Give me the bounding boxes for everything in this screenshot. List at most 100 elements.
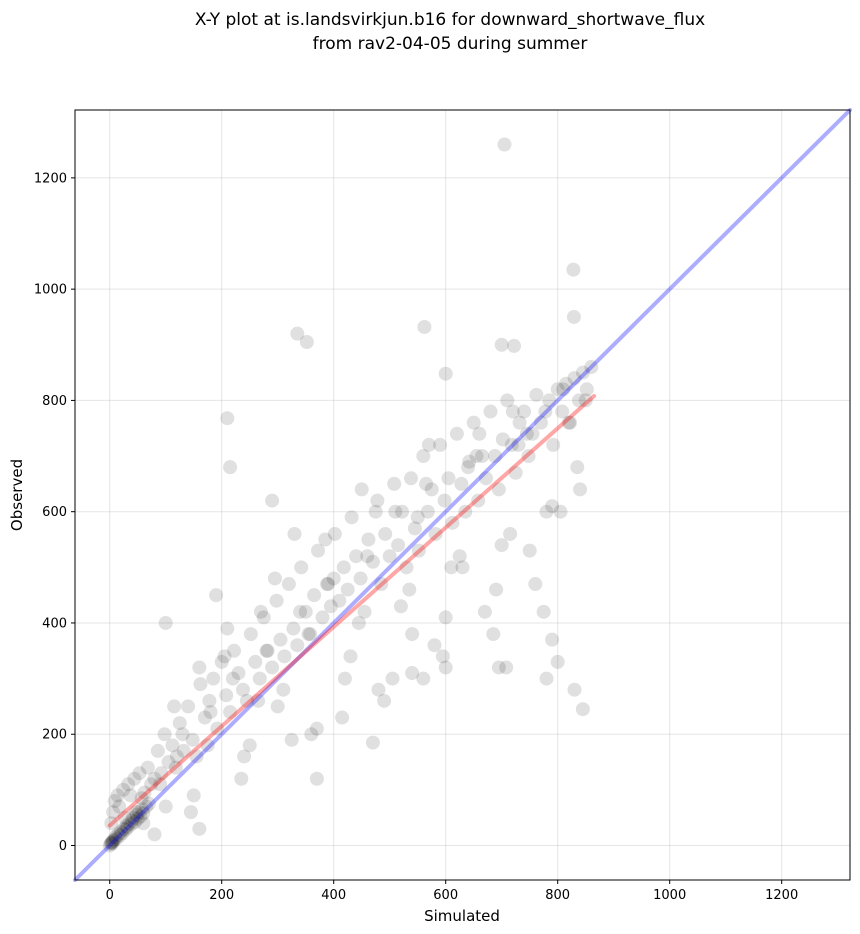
- scatter-point: [566, 309, 581, 324]
- x-tick-label: 800: [545, 888, 570, 903]
- scatter-point: [403, 471, 418, 486]
- scatter-point: [424, 482, 439, 497]
- scatter-point: [209, 588, 224, 603]
- scatter-point: [111, 827, 126, 842]
- scatter-point: [391, 538, 406, 553]
- scatter-point: [259, 643, 274, 658]
- scatter-point: [158, 799, 173, 814]
- scatter-point: [559, 376, 574, 391]
- scatter-point: [507, 338, 522, 353]
- scatter-point: [121, 777, 136, 792]
- scatter-point: [461, 460, 476, 475]
- scatter-point: [231, 666, 246, 681]
- scatter-point: [140, 760, 155, 775]
- scatter-point: [181, 699, 196, 714]
- scatter-point: [176, 743, 191, 758]
- scatter-point: [550, 654, 565, 669]
- scatter-point: [189, 749, 204, 764]
- scatter-point: [154, 766, 169, 781]
- x-tick-label: 400: [321, 888, 346, 903]
- scatter-point: [420, 504, 435, 519]
- y-tick-label: 200: [42, 728, 67, 743]
- scatter-point: [471, 493, 486, 508]
- scatter-point: [555, 404, 570, 419]
- scatter-point: [136, 806, 151, 821]
- scatter-point: [477, 604, 492, 619]
- scatter-point: [304, 727, 319, 742]
- scatter-point: [276, 682, 291, 697]
- scatter-point: [323, 599, 338, 614]
- scatter-point: [357, 604, 372, 619]
- scatter-point: [545, 499, 560, 514]
- scatter-point: [407, 521, 422, 536]
- scatter-point: [219, 688, 234, 703]
- scatter-point: [107, 793, 122, 808]
- scatter-point: [438, 660, 453, 675]
- scatter-point: [536, 604, 551, 619]
- scatter-point: [185, 732, 200, 747]
- scatter-point: [427, 638, 442, 653]
- scatter-point: [382, 549, 397, 564]
- scatter-point: [522, 543, 537, 558]
- scatter-point: [293, 604, 308, 619]
- scatter-point: [206, 671, 221, 686]
- scatter-point: [505, 404, 520, 419]
- scatter-point: [444, 560, 459, 575]
- scatter-point: [497, 137, 512, 152]
- scatter-point: [475, 449, 490, 464]
- scatter-point: [335, 710, 350, 725]
- scatter-point: [343, 649, 358, 664]
- scatter-point: [115, 826, 130, 841]
- scatter-point: [441, 471, 456, 486]
- scatter-point: [573, 482, 588, 497]
- scatter-point: [584, 360, 599, 375]
- scatter-point: [428, 526, 443, 541]
- scatter-point: [545, 632, 560, 647]
- scatter-point: [419, 476, 434, 491]
- scatter-point: [385, 671, 400, 686]
- scatter-point: [563, 415, 578, 430]
- scatter-point: [165, 738, 180, 753]
- scatter-point: [374, 577, 389, 592]
- scatter-point: [315, 610, 330, 625]
- scatter-point: [106, 805, 121, 820]
- scatter-point: [567, 682, 582, 697]
- scatter-point: [319, 577, 334, 592]
- scatter-point: [307, 588, 322, 603]
- scatter-point: [217, 649, 232, 664]
- scatter-point: [365, 554, 380, 569]
- scatter-point: [284, 732, 299, 747]
- scatter-point: [260, 643, 275, 658]
- scatter-point: [102, 838, 117, 853]
- y-tick-label: 400: [42, 616, 67, 631]
- scatter-point: [227, 643, 242, 658]
- y-tick-label: 1000: [34, 283, 67, 298]
- scatter-point: [378, 526, 393, 541]
- scatter-point: [353, 571, 368, 586]
- scatter-point: [193, 677, 208, 692]
- scatter-point: [462, 454, 477, 469]
- scatter-point: [183, 805, 198, 820]
- regression-line: [107, 393, 597, 828]
- x-tick-label: 1200: [765, 888, 798, 903]
- scatter-point: [303, 627, 318, 642]
- x-tick-label: 200: [209, 888, 234, 903]
- scatter-point: [517, 404, 532, 419]
- y-tick-label: 1200: [34, 171, 67, 186]
- scatter-point: [452, 549, 467, 564]
- plot-frame: [74, 109, 851, 881]
- scatter-point: [416, 671, 431, 686]
- chart-subtitle: from rav2-04-05 during summer: [313, 34, 588, 54]
- scatter-point: [311, 543, 326, 558]
- scatter-point: [354, 482, 369, 497]
- scatter-point: [483, 404, 498, 419]
- scatter-point: [237, 749, 252, 764]
- scatter-point: [491, 660, 506, 675]
- scatter-point: [112, 799, 127, 814]
- scatter-point: [135, 802, 150, 817]
- scatter-point: [511, 437, 526, 452]
- grid-lines: [75, 110, 850, 880]
- scatter-point: [105, 836, 120, 851]
- scatter-point: [197, 710, 212, 725]
- scatter-point: [186, 788, 201, 803]
